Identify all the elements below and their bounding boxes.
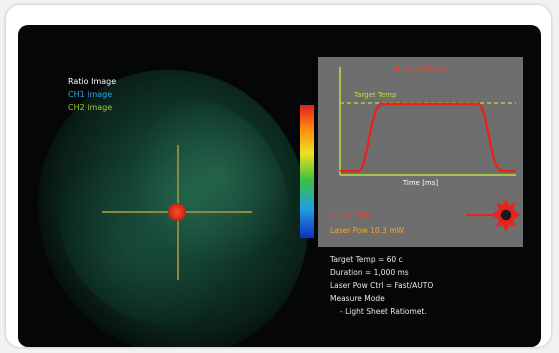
setting-measure-mode-value: - Light Sheet Ratiomet. <box>340 307 427 316</box>
setting-measure-mode: Measure Mode <box>330 294 385 303</box>
temperature-trace <box>340 102 516 173</box>
legend-ch2-image: CH2 image <box>68 103 113 112</box>
setting-duration: Duration = 1,000 ms <box>330 268 409 277</box>
monitor-screen: Ratio Image CH1 image CH2 image In vivo … <box>18 25 541 347</box>
target-temp-label: Target Temp <box>354 91 397 99</box>
temperature-graph <box>339 67 520 232</box>
laser-burst-icon <box>492 198 520 232</box>
legend-ch1-image: CH1 image <box>68 90 113 99</box>
legend-ratio-image: Ratio Image <box>68 77 117 86</box>
laser-target-spot <box>168 203 186 221</box>
graph-x-label: Time [ms] <box>402 179 439 187</box>
settings-info: Target Temp = 60 c Duration = 1,000 ms L… <box>330 253 433 318</box>
laser-status: Laser : ON <box>330 211 370 220</box>
channel-legend: Ratio Image CH1 image CH2 image <box>68 75 116 114</box>
temperature-colorbar <box>300 105 314 238</box>
setting-laser-pow-ctrl: Laser Pow Ctrl = Fast/AUTO <box>330 281 434 290</box>
graph-title: In vivo Temp <box>395 65 446 74</box>
laser-power: Laser Pow 10.3 mW <box>330 226 404 235</box>
setting-target-temp: Target Temp = 60 c <box>330 255 403 264</box>
temperature-graph-panel: In vivo Temp Target Temp Time [ms] Laser… <box>318 57 523 247</box>
